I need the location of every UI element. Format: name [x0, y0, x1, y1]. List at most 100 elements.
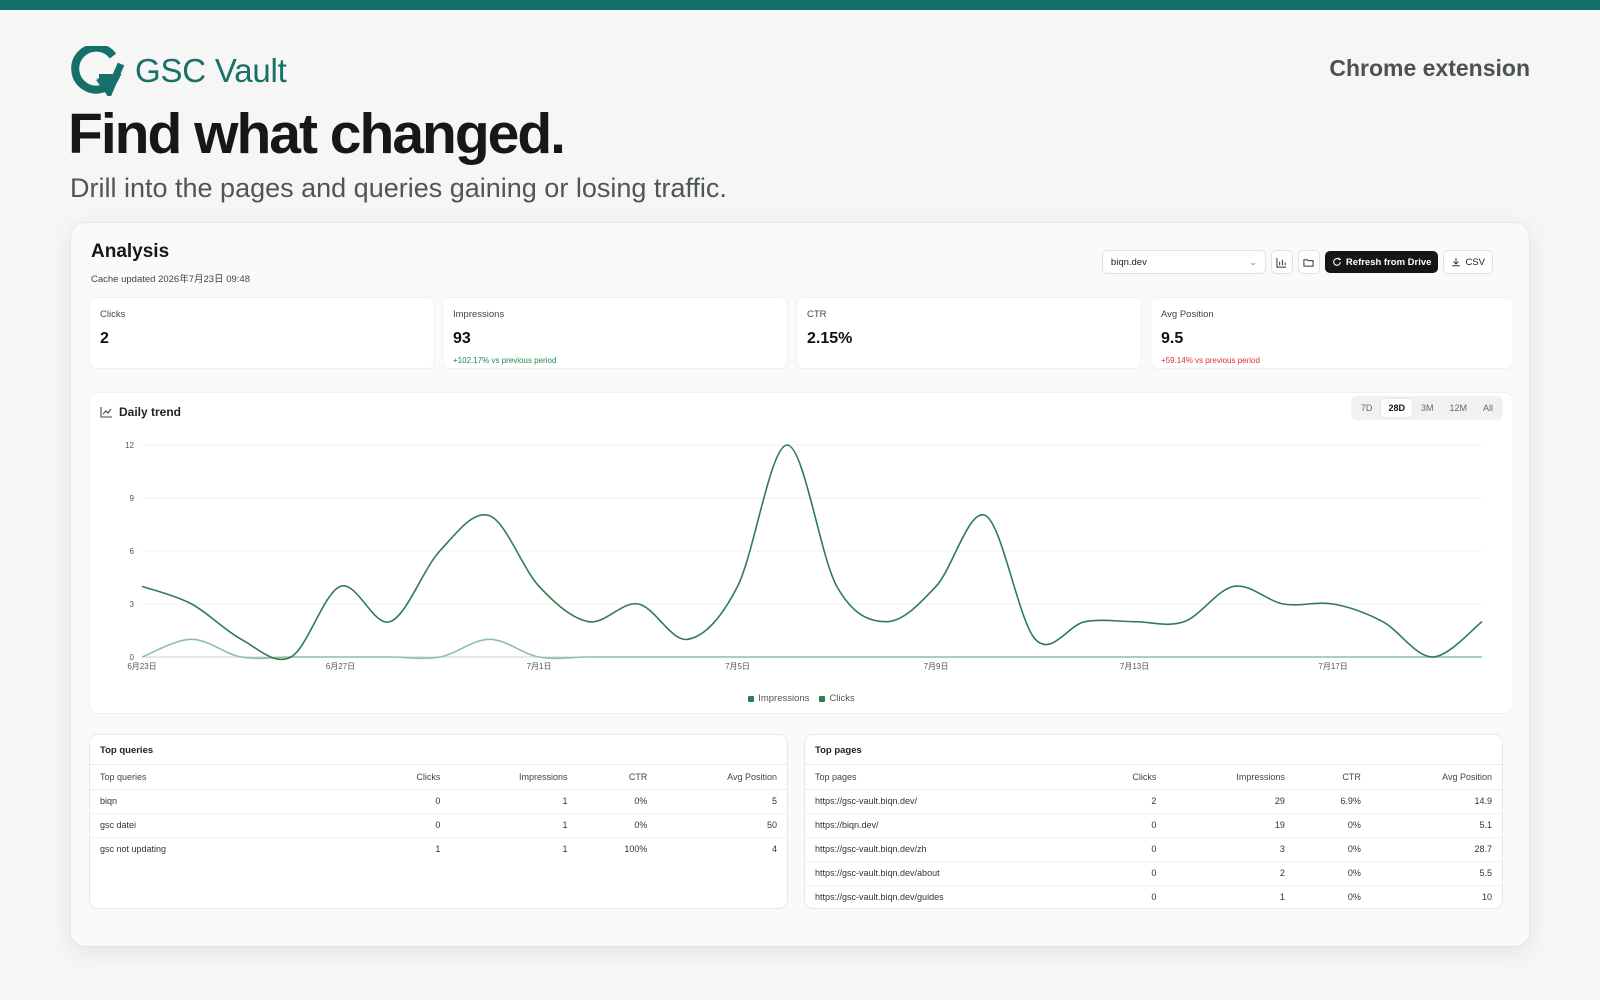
- column-header[interactable]: Clicks: [1083, 765, 1167, 790]
- analysis-panel: Analysis Cache updated 2026年7月23日 09:48 …: [71, 223, 1529, 946]
- y-tick-label: 3: [130, 600, 135, 609]
- top-queries-card: Top queries Top queries Clicks Impressions…: [90, 735, 787, 908]
- table-row[interactable]: https://gsc-vault.biqn.dev/guides 0 1 0% 10: [805, 885, 1502, 908]
- y-tick-label: 0: [130, 653, 135, 662]
- table-cell: https://gsc-vault.biqn.dev/about: [805, 861, 1084, 886]
- range-all[interactable]: All: [1482, 403, 1493, 413]
- x-tick-label: 7月9日: [924, 662, 949, 671]
- table-cell: 2: [1166, 861, 1295, 886]
- daily-trend-card: 0 3 6 9 12 6月23日 6月27日 7月1日 7月5日 7月9日 7月13日 7月17日 D…: [90, 393, 1513, 713]
- column-header[interactable]: Clicks: [368, 765, 451, 790]
- table-cell: 0: [368, 813, 451, 838]
- range-7d[interactable]: 7D: [1360, 403, 1373, 413]
- column-header[interactable]: CTR: [577, 765, 658, 790]
- open-folder-button[interactable]: [1297, 250, 1320, 274]
- refresh-label: Refresh from Drive: [1345, 256, 1432, 268]
- line-chart-icon: [100, 407, 112, 418]
- legend-item-impressions[interactable]: Impressions: [748, 693, 809, 704]
- kpi-row: Clicks 2 Impressions 93 +102.17% vs prev…: [90, 298, 1513, 368]
- legend-label: Clicks: [829, 693, 855, 704]
- table-cell: 0: [1151, 892, 1157, 903]
- column-header[interactable]: Avg Position: [1370, 765, 1502, 790]
- x-tick-label: 6月23日: [127, 662, 156, 671]
- table-row[interactable]: gsc not updating 1 1 100% 4: [90, 837, 787, 861]
- table-cell: 29: [1166, 789, 1295, 814]
- y-tick-label: 6: [130, 547, 135, 556]
- brand[interactable]: GSC Vault: [69, 46, 287, 96]
- range-selector: 7D 28D 3M 12M All: [1350, 396, 1503, 420]
- column-header[interactable]: Top pages: [805, 765, 1084, 790]
- chart-view-button[interactable]: [1270, 250, 1293, 274]
- table-cell: 1: [435, 844, 441, 855]
- table-cell: 0%: [1347, 892, 1361, 903]
- table-row[interactable]: https://biqn.dev/0 19 0% 5.1: [805, 813, 1502, 838]
- table-row[interactable]: https://gsc-vault.biqn.dev/2 29 6.9% 14.9: [805, 789, 1502, 814]
- legend-swatch: [748, 695, 755, 702]
- table-row[interactable]: biqn 0 1 0% 5: [90, 789, 787, 814]
- table-cell: 10: [1481, 892, 1492, 903]
- top-pages-card: Top pages Top pages Clicks Impressions CTR A…: [805, 735, 1502, 908]
- trend-title: Daily trend: [100, 405, 181, 419]
- column-header[interactable]: Avg Position: [657, 765, 787, 790]
- table-cell: 100%: [624, 844, 648, 855]
- panel-title: Analysis: [91, 241, 170, 262]
- toolbar: biqn.dev ⌄ Refresh from Drive CSV: [1101, 250, 1493, 274]
- table-cell: 0%: [1294, 813, 1371, 838]
- table-cell: 0: [368, 789, 451, 814]
- table-cell: 5: [657, 789, 787, 814]
- legend-item-clicks[interactable]: Clicks: [819, 693, 855, 704]
- x-tick-label: 6月27日: [326, 662, 355, 671]
- table-row[interactable]: https://gsc-vault.biqn.dev/zh 0 3 0% 28.7: [805, 837, 1502, 862]
- hero-title: Find what changed.: [68, 102, 566, 166]
- csv-export-button[interactable]: CSV: [1443, 250, 1493, 274]
- table-cell: https://gsc-vault.biqn.dev/zh: [805, 837, 1084, 862]
- table-cell: 0: [1083, 813, 1167, 838]
- table-row[interactable]: gsc datei 0 1 0% 50: [90, 813, 787, 838]
- column-header[interactable]: Impressions: [1166, 765, 1295, 790]
- download-icon: [1452, 257, 1461, 267]
- chart-icon: [1276, 257, 1287, 268]
- column-header[interactable]: CTR: [1294, 765, 1371, 790]
- range-3m[interactable]: 3M: [1420, 403, 1434, 413]
- table-cell: 2: [1083, 789, 1167, 814]
- chrome-extension-link[interactable]: Chrome extension: [1329, 55, 1530, 81]
- column-header[interactable]: Top queries: [90, 765, 369, 790]
- table-cell: biqn: [90, 789, 369, 814]
- table-cell: 14.9: [1370, 789, 1502, 814]
- site-select-value: biqn.dev: [1110, 256, 1147, 268]
- range-28d[interactable]: 28D: [1381, 399, 1412, 417]
- logo-icon: [71, 46, 125, 96]
- table-cell: 5.1: [1370, 813, 1502, 838]
- range-12m[interactable]: 12M: [1449, 403, 1467, 413]
- x-tick-label: 7月17日: [1318, 662, 1347, 671]
- kpi-value: 2.15%: [807, 330, 853, 347]
- x-tick-label: 7月13日: [1120, 662, 1149, 671]
- refresh-from-drive-button[interactable]: Refresh from Drive: [1324, 251, 1439, 273]
- table-cell: 0%: [1294, 837, 1371, 862]
- kpi-value: 93: [453, 330, 471, 347]
- table-cell: https://gsc-vault.biqn.dev/: [805, 789, 1084, 814]
- table-row[interactable]: https://gsc-vault.biqn.dev/about 0 2 0% 5.5: [805, 861, 1502, 886]
- chevron-down-icon: ⌄: [1249, 256, 1257, 267]
- x-tick-label: 7月1日: [527, 662, 552, 671]
- legend-label: Impressions: [758, 693, 810, 704]
- kpi-label: CTR: [807, 309, 827, 320]
- table-cell: 28.7: [1370, 837, 1502, 862]
- top-queries-table: Top queries Clicks Impressions CTR Avg Posit…: [90, 765, 787, 861]
- table-cell: 1: [562, 844, 568, 855]
- kpi-card-impressions: Impressions 93 +102.17% vs previous peri…: [443, 298, 787, 368]
- cache-updated: Cache updated 2026年7月23日 09:48: [91, 274, 250, 285]
- kpi-delta: +102.17% vs previous period: [453, 356, 557, 365]
- kpi-value: 2: [100, 330, 109, 347]
- trend-title-text: Daily trend: [119, 405, 182, 419]
- table-cell: 5.5: [1370, 861, 1502, 886]
- table-cell: 0%: [577, 789, 658, 814]
- site-select[interactable]: biqn.dev ⌄: [1101, 250, 1266, 274]
- series-line-clicks: [141, 638, 1482, 660]
- table-cell: 0: [1083, 861, 1167, 886]
- series-line-impressions: [141, 444, 1483, 661]
- column-header[interactable]: Impressions: [450, 765, 578, 790]
- table-cell: 0%: [577, 813, 658, 838]
- table-cell: 1: [450, 789, 578, 814]
- kpi-value: 9.5: [1161, 330, 1184, 347]
